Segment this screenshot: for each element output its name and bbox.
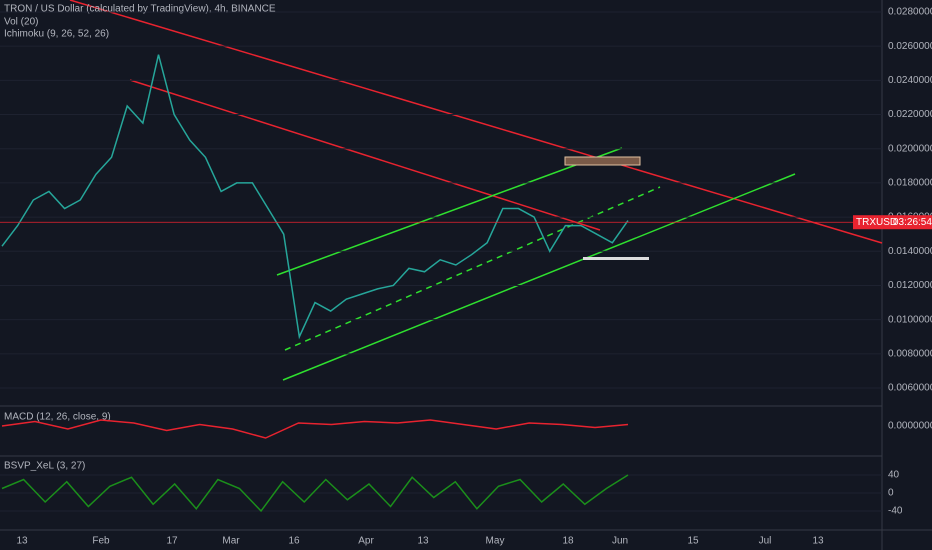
price-tick-label: 0.01800000	[888, 178, 932, 189]
time-tick-label: 13	[812, 536, 824, 547]
time-tick-label: May	[486, 536, 505, 547]
resistance-box	[564, 156, 641, 166]
indicator-label: Vol (20)	[4, 17, 38, 28]
indicator-label: Ichimoku (9, 26, 52, 26)	[4, 29, 109, 40]
channel-line	[282, 173, 796, 381]
time-tick-label: Jun	[612, 536, 628, 547]
price-tick-label: 0.01400000	[888, 246, 932, 257]
price-tag-symbol: TRXUSD	[856, 217, 897, 228]
macd-tick-label: 0.00000000	[888, 421, 932, 432]
price-tick-label: 0.02800000	[888, 7, 932, 18]
time-tick-label: Jul	[759, 536, 772, 547]
bsvp-tick-label: 0	[888, 488, 894, 499]
price-tick-label: 0.01000000	[888, 314, 932, 325]
price-line	[1, 54, 629, 340]
time-tick-label: 13	[16, 536, 28, 547]
time-tick-label: 17	[166, 536, 178, 547]
price-tick-label: 0.02600000	[888, 41, 932, 52]
channel-midline	[284, 186, 661, 351]
macd-line	[1, 419, 629, 439]
indicator-label: BSVP_XeL (3, 27)	[4, 461, 85, 472]
support-box	[583, 257, 649, 260]
trend-line	[129, 79, 601, 231]
price-tick-label: 0.00800000	[888, 348, 932, 359]
trend-line	[69, 0, 883, 244]
bsvp-tick-label: -40	[888, 506, 903, 517]
price-tag	[853, 215, 932, 230]
price-tick-label: 0.00600000	[888, 383, 932, 394]
indicator-label: MACD (12, 26, close, 9)	[4, 412, 111, 423]
time-tick-label: 16	[288, 536, 300, 547]
price-tick-label: 0.02000000	[888, 143, 932, 154]
price-tick-label: 0.02200000	[888, 109, 932, 120]
time-tick-label: Feb	[92, 536, 110, 547]
symbol-title: TRON / US Dollar (calculated by TradingV…	[4, 4, 276, 15]
price-tag-time: 03:26:54	[893, 217, 932, 228]
time-tick-label: Apr	[358, 536, 374, 547]
time-tick-label: Mar	[222, 536, 240, 547]
time-tick-label: 13	[417, 536, 429, 547]
price-tick-label: 0.02400000	[888, 75, 932, 86]
price-tick-label: 0.01200000	[888, 280, 932, 291]
time-tick-label: 15	[687, 536, 699, 547]
time-tick-label: 18	[562, 536, 574, 547]
bsvp-tick-label: 40	[888, 470, 900, 481]
channel-line	[276, 147, 623, 276]
bsvp-line	[1, 474, 629, 513]
